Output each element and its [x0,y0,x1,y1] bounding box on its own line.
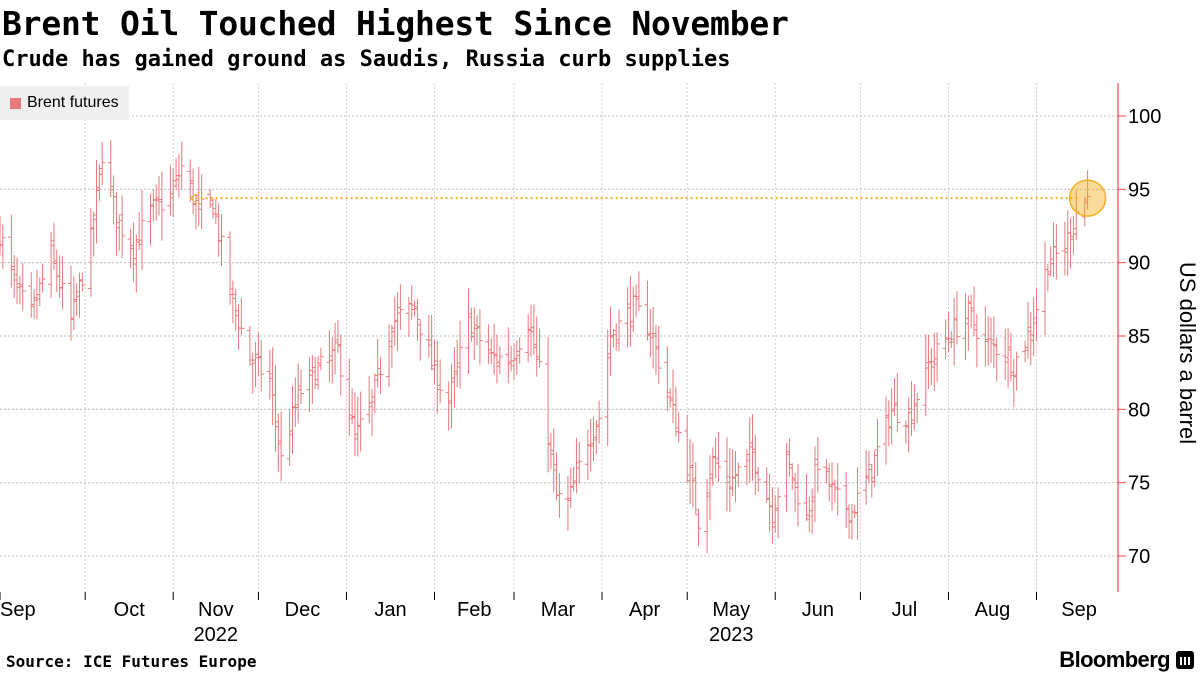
y-tick-label: 80 [1128,399,1150,421]
y-tick-label: 75 [1128,473,1150,495]
y-axis-label: US dollars a barrel [1175,262,1200,444]
x-tick-label: Jul [892,599,918,621]
axes: 70 75 80 85 90 95 100 Sep Oct Nov Dec Jan Feb Mar Apr M… [0,83,1161,646]
x-tick-label: Sep [0,599,36,621]
bloomberg-logo: Bloomberg [1059,647,1170,672]
y-tick-label: 95 [1128,179,1150,201]
x-tick-label: Mar [541,599,576,621]
x-tick-label: Sep [1061,599,1097,621]
chart-subtitle: Crude has gained ground as Saudis, Russi… [2,47,731,72]
x-year-label: 2023 [709,624,754,646]
x-tick-label: May [712,599,750,621]
y-tick-label: 70 [1128,546,1150,568]
x-tick-label: Nov [198,599,234,621]
y-tick-label: 85 [1128,326,1150,348]
y-tick-label: 100 [1128,106,1161,128]
annotation-arrowhead [188,191,200,205]
x-tick-label: Apr [629,599,660,621]
x-tick-label: Aug [975,599,1011,621]
grid-lines [0,83,1118,592]
source-note: Source: ICE Futures Europe [6,652,257,671]
legend-swatch-brent [10,97,21,109]
legend: Brent futures [0,86,129,120]
x-year-label: 2022 [194,624,239,646]
x-tick-label: Oct [114,599,146,621]
annotation-layer [188,179,1107,217]
x-tick-label: Jan [374,599,406,621]
x-tick-label: Jun [802,599,834,621]
bloomberg-terminal-icon [1176,651,1194,669]
x-tick-label: Feb [457,599,491,621]
y-tick-label: 90 [1128,253,1150,275]
x-tick-label: Dec [285,599,321,621]
legend-label-brent: Brent futures [27,94,119,111]
annotation-circle [1068,179,1107,217]
price-bars [0,140,1091,554]
chart-title: Brent Oil Touched Highest Since November [2,4,789,43]
